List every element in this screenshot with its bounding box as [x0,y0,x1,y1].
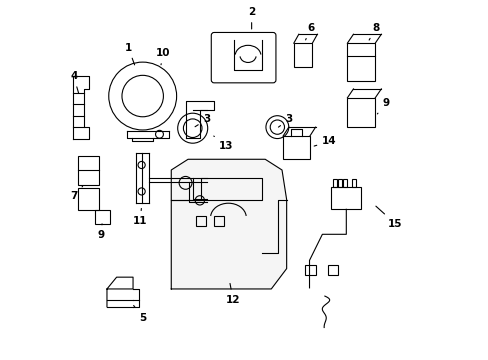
Text: 1: 1 [124,43,134,65]
Bar [346,98,374,127]
Bar [330,187,361,209]
Text: 12: 12 [225,283,240,305]
Polygon shape [171,159,286,289]
Bar [343,179,346,187]
Bar [196,216,206,226]
Text: 9: 9 [377,98,388,114]
Text: 10: 10 [156,48,170,65]
Bar [337,179,341,187]
Bar [332,179,336,187]
Text: 6: 6 [305,23,314,40]
Bar [283,136,309,159]
Text: 3: 3 [278,114,292,127]
Bar [328,265,338,275]
Bar [78,156,99,185]
Text: 4: 4 [70,71,79,93]
Text: 7: 7 [70,186,82,201]
Bar [351,179,355,187]
Text: 13: 13 [213,136,233,151]
Text: 3: 3 [195,114,210,127]
Text: 2: 2 [247,7,255,29]
Text: 5: 5 [133,306,146,323]
Text: 8: 8 [368,23,379,40]
Bar [78,188,99,210]
Bar [95,210,110,224]
Text: 9: 9 [97,224,104,240]
Text: 11: 11 [133,208,147,226]
Bar [304,265,315,275]
Text: 14: 14 [313,136,336,147]
Bar [214,216,224,226]
Text: 15: 15 [375,206,402,229]
Bar [293,43,312,67]
Bar [346,43,374,81]
